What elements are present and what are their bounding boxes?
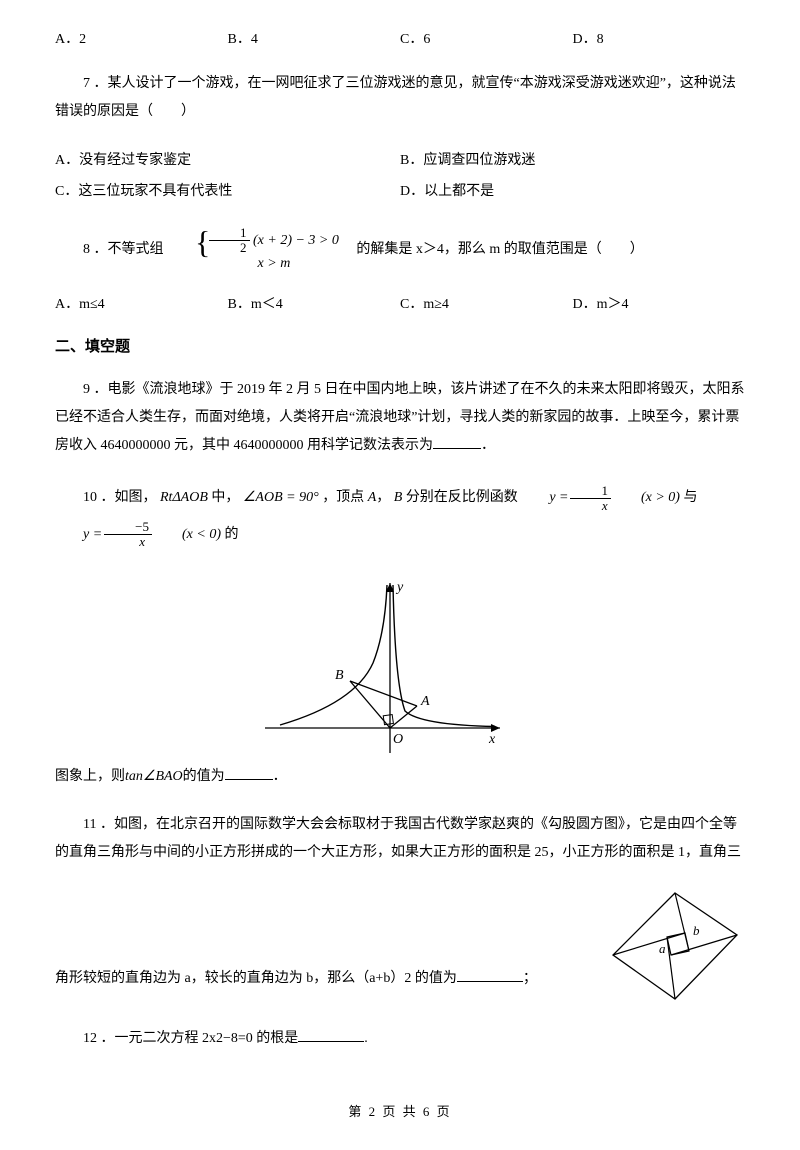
graph-curve-right [393,585,495,727]
q8-inequality-system: 1 2 (x + 2) − 3 > 0 x > m [167,226,339,274]
q9: 9 ．电影《流浪地球》于 2019 年 2 月 5 日在中国内地上映，该片讲述了… [55,376,745,460]
q10-blank [225,765,273,780]
graph-label-b: B [335,668,344,683]
q11-row: a b 角形较短的直角边为 a，较长的直角边为 b，那么（a+b）2 的值为； [55,887,745,1007]
graph-label-x: x [488,732,496,747]
q7-opt-b: B．应调查四位游戏迷 [400,146,745,177]
q11-p2: 角形较短的直角边为 a，较长的直角边为 b，那么（a+b）2 的值为 [55,971,457,986]
q8-lead: 8 ．不等式组 [83,242,164,257]
q12: 12 ．一元二次方程 2x2−8=0 的根是. [55,1025,745,1053]
q8-opt-d: D．m＞4 [573,293,746,313]
graph-axes [265,583,500,753]
q8-opt-a: A．m≤4 [55,293,228,313]
q10-line2: 图象上，则tan∠BAO的值为． [55,763,745,791]
graph-triangle [350,681,417,728]
q10-angle: ∠AOB = 90° [243,490,319,505]
page-footer: 第 2 页 共 6 页 [55,1101,745,1120]
svg-text:a: a [659,941,666,956]
q9-text: 9 ．电影《流浪地球》于 2019 年 2 月 5 日在中国内地上映，该片讲述了… [55,382,745,453]
q10-graph: y x O A B [255,573,515,763]
footer-page: 2 [369,1104,378,1119]
q7-stem: 7 ．某人设计了一个游戏，在一网吧征求了三位游戏迷的意见，就宣传“本游戏深受游戏… [55,70,745,126]
q8-stem: 8 ．不等式组 1 2 (x + 2) − 3 > 0 x > m 的解集是 x… [55,226,745,274]
q7-opt-c: C．这三位玩家不具有代表性 [55,177,400,208]
q8-opt-c: C．m≥4 [400,293,573,313]
q7-opt-a: A．没有经过专家鉴定 [55,146,400,177]
q7-options: A．没有经过专家鉴定 B．应调查四位游戏迷 C．这三位玩家不具有代表性 D．以上… [55,146,745,208]
graph-label-y: y [395,580,404,595]
q10-tan: tan∠BAO [125,769,183,784]
section-2-title: 二、填空题 [55,335,745,356]
q9-blank [433,434,481,449]
q11-blank [457,967,523,982]
q10-func2: y = −5x (x < 0) [55,517,221,553]
q6-opt-d: D．8 [573,28,746,48]
q10-rt: RtΔAOB [160,490,208,505]
q6-opt-b: B．4 [228,28,401,48]
q8-frac: 1 2 [209,226,250,256]
graph-curve-left [280,585,387,725]
q12-blank [298,1027,364,1042]
q6-options: A．2 B．4 C．6 D．8 [55,28,745,48]
q8-opt-b: B．m＜4 [228,293,401,313]
graph-label-a: A [420,694,430,709]
q7-opt-d: D．以上都不是 [400,177,745,208]
q6-opt-a: A．2 [55,28,228,48]
svg-text:b: b [693,923,700,938]
graph-label-o: O [393,732,403,747]
q10: 10 ．如图， RtΔAOB 中， ∠AOB = 90° ，顶点 A， B 分别… [55,480,745,553]
q12-text: 12 ．一元二次方程 2x2−8=0 的根是 [83,1031,298,1046]
q8-tail: 的解集是 x＞4，那么 m 的取值范围是（ ） [342,242,643,257]
q8-options: A．m≤4 B．m＜4 C．m≥4 D．m＞4 [55,293,745,313]
q6-opt-c: C．6 [400,28,573,48]
q11-p1: 11 ．如图，在北京召开的国际数学大会会标取材于我国古代数学家赵爽的《勾股圆方图… [55,811,745,867]
q10-func1: y = 1x (x > 0) [521,480,680,516]
q11-figure: a b [605,887,745,1007]
